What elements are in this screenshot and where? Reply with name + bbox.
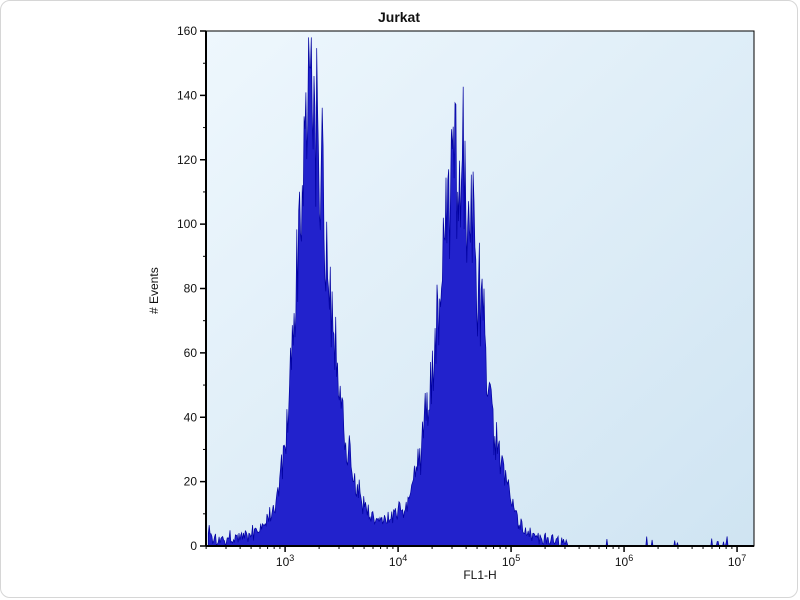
x-axis-label: FL1-H [463, 568, 497, 582]
svg-text:104: 104 [389, 553, 407, 569]
svg-text:106: 106 [615, 553, 633, 569]
svg-text:105: 105 [502, 553, 520, 569]
svg-text:140: 140 [177, 88, 197, 102]
svg-text:160: 160 [177, 24, 197, 38]
chart-title: Jurkat [377, 9, 421, 25]
svg-text:20: 20 [184, 475, 198, 489]
svg-text:103: 103 [276, 553, 294, 569]
svg-text:80: 80 [184, 282, 198, 296]
svg-text:0: 0 [190, 539, 197, 553]
svg-text:60: 60 [184, 346, 198, 360]
svg-text:120: 120 [177, 153, 197, 167]
svg-text:100: 100 [177, 217, 197, 231]
svg-text:107: 107 [728, 553, 746, 569]
svg-text:40: 40 [184, 410, 198, 424]
